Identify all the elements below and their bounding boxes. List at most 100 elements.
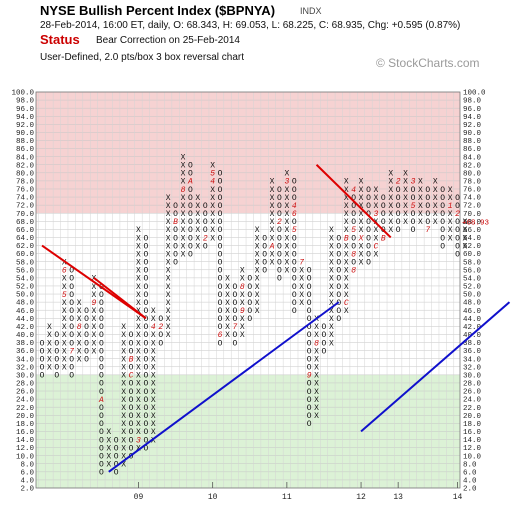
o-box: O bbox=[99, 412, 104, 421]
x-box: X bbox=[403, 194, 408, 203]
o-box: O bbox=[40, 355, 45, 364]
o-box: O bbox=[99, 364, 104, 373]
x-box: X bbox=[448, 226, 453, 235]
o-box: O bbox=[84, 307, 89, 316]
x-box: X bbox=[284, 186, 289, 195]
o-box: O bbox=[143, 404, 148, 413]
y-tick-label-right: 10.0 bbox=[463, 453, 482, 461]
month-marker: B bbox=[344, 234, 349, 243]
y-tick-label-right: 12.0 bbox=[463, 445, 482, 453]
x-box: X bbox=[388, 194, 393, 203]
x-box: X bbox=[166, 242, 171, 251]
o-box: O bbox=[54, 355, 59, 364]
x-box: X bbox=[448, 210, 453, 219]
x-box: X bbox=[329, 283, 334, 292]
x-box: X bbox=[136, 339, 141, 348]
o-box: O bbox=[307, 388, 312, 397]
symbol-tag: INDX bbox=[300, 6, 322, 16]
x-box: X bbox=[136, 234, 141, 243]
x-box: X bbox=[314, 355, 319, 364]
x-box: X bbox=[151, 436, 156, 445]
month-marker: 2 bbox=[396, 178, 401, 187]
x-box: X bbox=[166, 291, 171, 300]
x-box: X bbox=[240, 331, 245, 340]
x-box: X bbox=[92, 339, 97, 348]
x-box: X bbox=[181, 226, 186, 235]
x-box: X bbox=[270, 250, 275, 259]
y-tick-label-left: 50.0 bbox=[16, 292, 35, 300]
o-box: O bbox=[336, 315, 341, 324]
x-box: X bbox=[136, 323, 141, 332]
o-box: O bbox=[218, 186, 223, 195]
o-box: O bbox=[129, 420, 134, 429]
x-box: X bbox=[166, 250, 171, 259]
o-box: O bbox=[69, 364, 74, 373]
o-box: O bbox=[143, 315, 148, 324]
x-box: X bbox=[195, 202, 200, 211]
o-box: O bbox=[143, 428, 148, 437]
x-box: X bbox=[136, 420, 141, 429]
y-tick-label-left: 68.0 bbox=[16, 219, 35, 227]
x-box: X bbox=[418, 186, 423, 195]
o-box: O bbox=[292, 267, 297, 276]
y-tick-label-right: 28.0 bbox=[463, 381, 482, 389]
o-box: O bbox=[322, 331, 327, 340]
month-marker: 7 bbox=[69, 347, 74, 356]
o-box: O bbox=[99, 388, 104, 397]
y-tick-label-left: 36.0 bbox=[16, 348, 35, 356]
x-box: X bbox=[418, 210, 423, 219]
x-box: X bbox=[225, 291, 230, 300]
resistance-trendline bbox=[41, 244, 147, 320]
x-box: X bbox=[151, 364, 156, 373]
o-box: O bbox=[69, 355, 74, 364]
x-box: X bbox=[299, 267, 304, 276]
o-box: O bbox=[307, 283, 312, 292]
y-tick-label-right: 60.0 bbox=[463, 251, 482, 259]
o-box: O bbox=[440, 234, 445, 243]
o-box: O bbox=[69, 372, 74, 381]
y-tick-label-left: 4.0 bbox=[20, 478, 34, 486]
x-box: X bbox=[92, 307, 97, 316]
x-box: X bbox=[151, 355, 156, 364]
y-tick-label-right: 92.0 bbox=[463, 122, 482, 130]
o-box: O bbox=[69, 339, 74, 348]
x-box: X bbox=[463, 234, 468, 243]
x-box: X bbox=[136, 347, 141, 356]
month-marker: 5 bbox=[210, 170, 215, 179]
o-box: O bbox=[143, 436, 148, 445]
x-box: X bbox=[448, 194, 453, 203]
x-box: X bbox=[121, 436, 126, 445]
year-label: 14 bbox=[453, 493, 463, 502]
y-tick-label-left: 86.0 bbox=[16, 146, 35, 154]
y-tick-label-right: 90.0 bbox=[463, 130, 482, 138]
x-box: X bbox=[270, 202, 275, 211]
o-box: O bbox=[307, 267, 312, 276]
y-tick-label-right: 16.0 bbox=[463, 429, 482, 437]
x-box: X bbox=[210, 218, 215, 227]
o-box: O bbox=[143, 283, 148, 292]
o-box: O bbox=[366, 242, 371, 251]
month-marker: B bbox=[381, 234, 386, 243]
o-box: O bbox=[277, 202, 282, 211]
x-box: X bbox=[329, 226, 334, 235]
o-box: O bbox=[218, 250, 223, 259]
month-marker: 3 bbox=[373, 210, 378, 219]
o-box: O bbox=[218, 226, 223, 235]
y-tick-label-left: 34.0 bbox=[16, 356, 35, 364]
o-box: O bbox=[99, 355, 104, 364]
x-box: X bbox=[62, 323, 67, 332]
y-tick-label-right: 82.0 bbox=[463, 162, 482, 170]
x-box: X bbox=[255, 234, 260, 243]
o-box: O bbox=[307, 347, 312, 356]
o-box: O bbox=[366, 259, 371, 268]
o-box: O bbox=[143, 364, 148, 373]
o-box: O bbox=[40, 364, 45, 373]
o-box: O bbox=[99, 291, 104, 300]
x-box: X bbox=[62, 339, 67, 348]
month-marker: C bbox=[344, 299, 349, 308]
y-tick-label-left: 92.0 bbox=[16, 122, 35, 130]
month-marker: C bbox=[373, 242, 378, 251]
y-tick-label-right: 96.0 bbox=[463, 106, 482, 114]
x-box: X bbox=[418, 202, 423, 211]
o-box: O bbox=[173, 242, 178, 251]
